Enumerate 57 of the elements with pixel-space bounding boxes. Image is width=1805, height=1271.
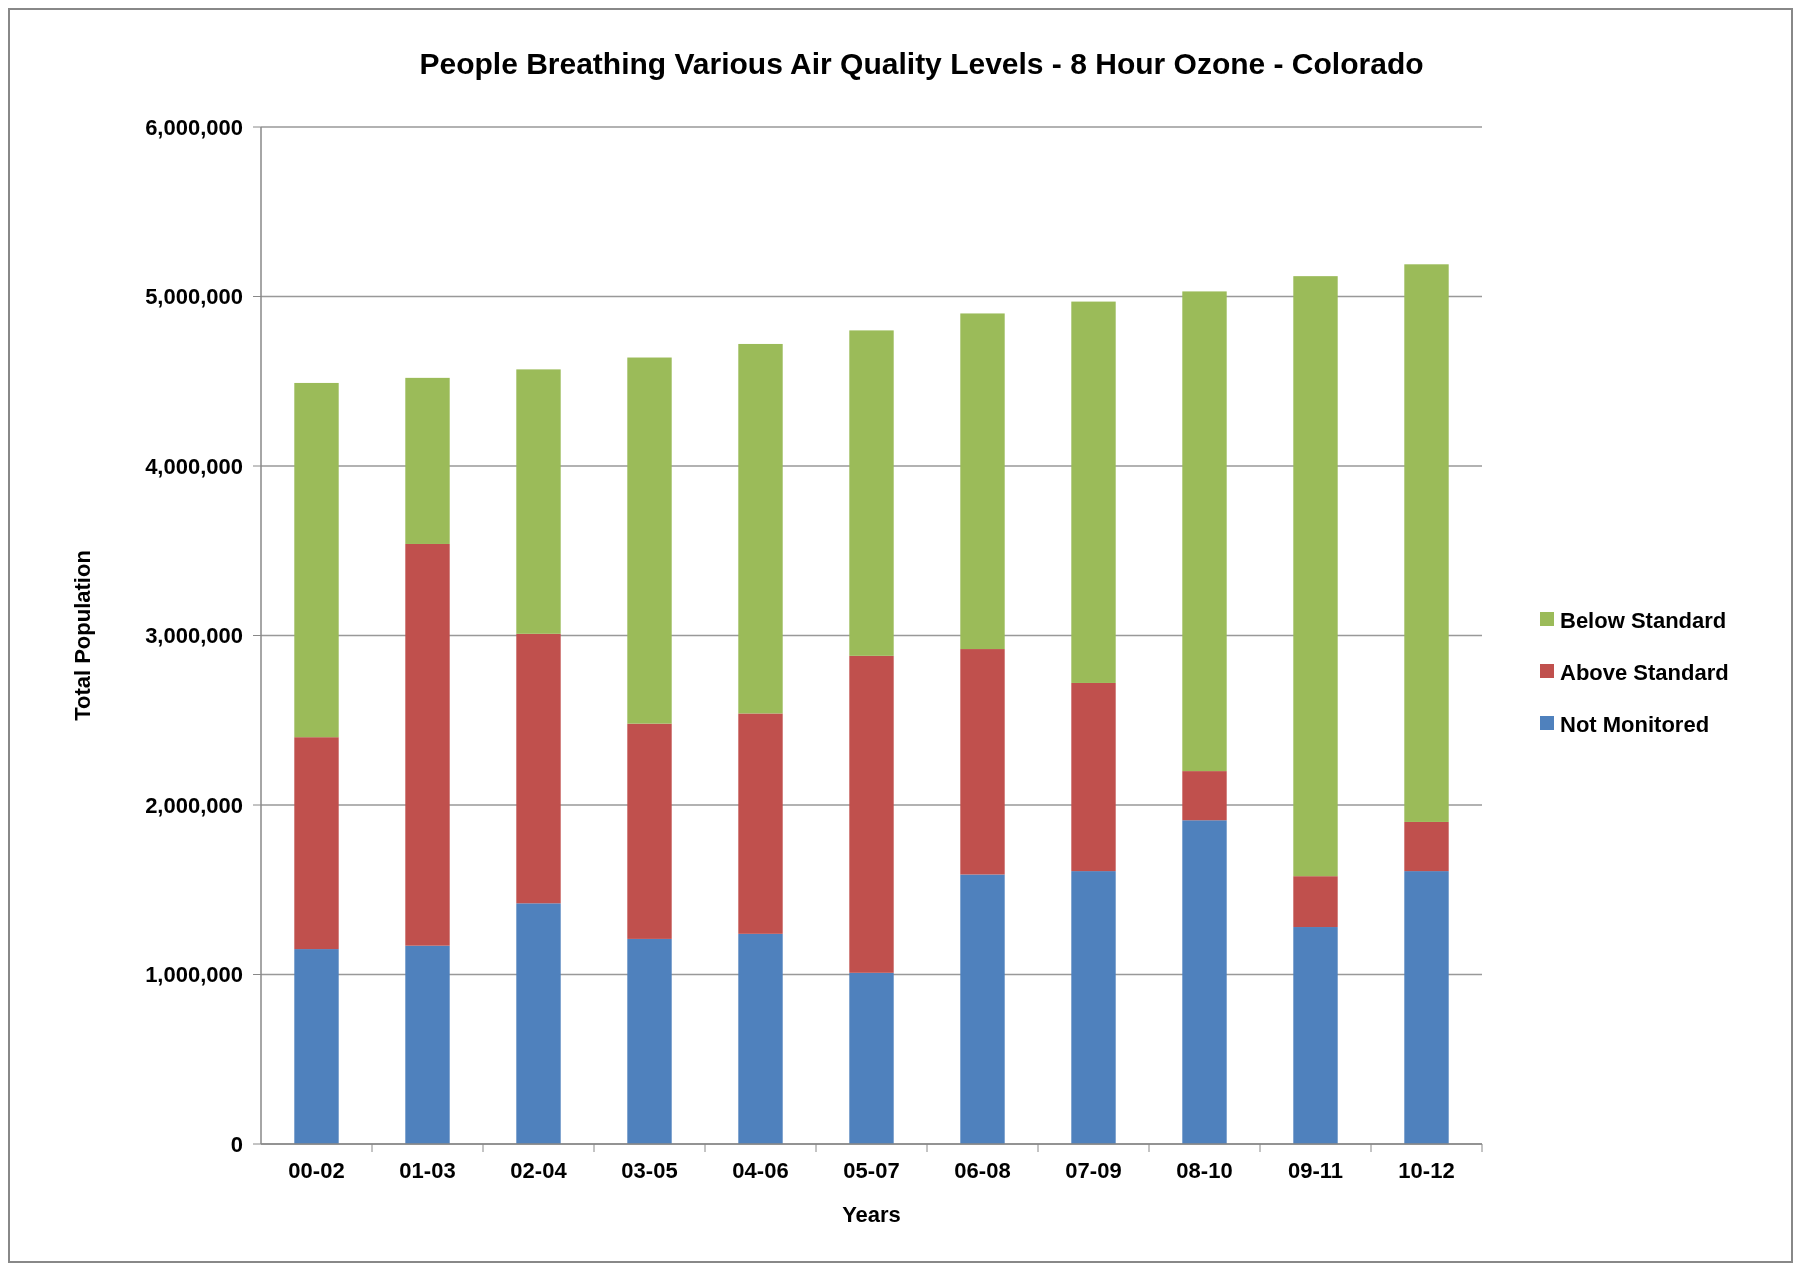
bar	[1293, 927, 1338, 1144]
x-tick-label: 03-05	[621, 1158, 678, 1183]
bar	[627, 357, 672, 724]
legend-label: Not Monitored	[1560, 711, 1710, 737]
y-tick-label: 3,000,000	[145, 623, 243, 649]
x-tick-label: 09-11	[1287, 1158, 1344, 1183]
x-tick-label: 02-04	[510, 1158, 568, 1183]
bar	[1404, 871, 1449, 1144]
bar	[516, 903, 561, 1144]
y-tick-label: 5,000,000	[145, 284, 243, 310]
x-tick-label: 08-10	[1176, 1158, 1233, 1183]
bar	[849, 972, 894, 1144]
y-axis-title: Total Population	[70, 550, 95, 721]
bar	[405, 945, 450, 1144]
bar	[516, 369, 561, 634]
bar	[960, 874, 1005, 1144]
bar	[738, 713, 783, 934]
bar	[405, 377, 450, 544]
bar	[738, 343, 783, 714]
y-tick-label: 1,000,000	[145, 962, 243, 988]
bar	[1071, 871, 1116, 1144]
y-tick-label: 2,000,000	[145, 792, 243, 818]
bar	[1293, 276, 1338, 877]
y-tick-label: 4,000,000	[145, 453, 243, 479]
x-axis-title: Years	[842, 1202, 901, 1227]
bar	[294, 382, 339, 738]
bar	[738, 933, 783, 1144]
bar	[1182, 291, 1227, 772]
bar	[294, 949, 339, 1144]
x-tick-label: 05-07	[843, 1158, 900, 1183]
bar	[1182, 820, 1227, 1144]
x-tick-label: 01-03	[399, 1158, 456, 1183]
bar	[1182, 771, 1227, 821]
bar	[516, 633, 561, 904]
x-tick-label: 00-02	[288, 1158, 345, 1183]
bar	[1404, 821, 1449, 872]
bar	[960, 649, 1005, 875]
bar	[405, 543, 450, 946]
bar	[1071, 682, 1116, 872]
bar	[627, 938, 672, 1144]
bar	[849, 330, 894, 656]
y-tick-label: 6,000,000	[145, 114, 243, 140]
x-tick-label: 04-06	[732, 1158, 789, 1183]
legend-label: Above Standard	[1560, 659, 1729, 685]
chart-title: People Breathing Various Air Quality Levels - 8 Hour Ozone - Colorado	[419, 47, 1424, 80]
bar	[627, 723, 672, 939]
y-tick-label: 0	[230, 1131, 243, 1157]
x-tick-label: 07-09	[1065, 1158, 1122, 1183]
bar	[960, 313, 1005, 650]
bar	[849, 655, 894, 973]
bar	[1293, 876, 1338, 928]
bar	[1404, 264, 1449, 822]
x-tick-label: 06-08	[954, 1158, 1011, 1183]
bar	[294, 737, 339, 950]
legend-label: Below Standard	[1560, 607, 1727, 633]
x-tick-label: 10-12	[1398, 1158, 1455, 1183]
bar	[1071, 301, 1116, 683]
